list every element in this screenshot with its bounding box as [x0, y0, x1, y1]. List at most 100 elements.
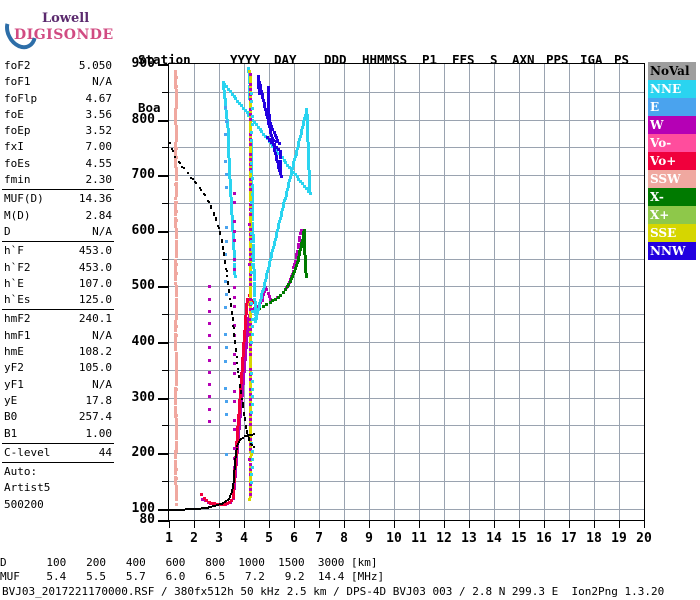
data-point	[237, 414, 240, 417]
legend-item-w[interactable]: W	[648, 116, 696, 134]
data-point	[253, 282, 256, 285]
data-point	[234, 275, 237, 278]
data-point	[267, 95, 270, 98]
data-point	[208, 408, 211, 411]
ionogram-plot[interactable]: 80 100 200 300 400 500 600 700 800 900 1 2 3 4 5 6 7 8 9 10…	[132, 56, 652, 546]
data-point	[303, 243, 306, 246]
data-point	[269, 301, 272, 304]
data-point	[233, 286, 236, 289]
x-axis-tick	[469, 521, 470, 528]
model-curve-point	[241, 398, 243, 400]
model-curve-point	[218, 227, 220, 229]
model-curve-point	[187, 508, 189, 510]
data-point	[306, 131, 309, 134]
data-point	[208, 359, 211, 362]
data-point	[254, 310, 257, 313]
model-curve-point	[217, 504, 219, 506]
data-point	[244, 327, 247, 330]
model-curve-point	[228, 291, 230, 293]
x-axis-label: 18	[586, 531, 602, 546]
data-point	[258, 305, 261, 308]
data-point	[295, 253, 298, 256]
param-key: yE	[4, 393, 18, 407]
data-point	[304, 114, 307, 117]
x-axis-label: 1	[165, 531, 173, 546]
param-value: 107.0	[78, 276, 112, 290]
data-point	[175, 334, 178, 337]
legend-item-vo[interactable]: Vo-	[648, 134, 696, 152]
data-point	[250, 209, 253, 212]
data-point	[251, 248, 254, 251]
data-point	[226, 125, 229, 128]
legend-item-x[interactable]: X-	[648, 188, 696, 206]
data-point	[230, 209, 233, 212]
legend-item-nne[interactable]: NNE	[648, 80, 696, 98]
data-point	[227, 140, 230, 143]
legend-item-sse[interactable]: SSE	[648, 224, 696, 242]
data-point	[251, 191, 254, 194]
data-point	[279, 217, 282, 220]
data-point	[174, 213, 177, 216]
data-point	[270, 134, 273, 137]
data-point	[175, 364, 178, 367]
legend-item-x[interactable]: X+	[648, 206, 696, 224]
data-point	[223, 93, 226, 96]
param-group-divider	[2, 462, 114, 464]
data-point	[175, 383, 178, 386]
data-point	[253, 288, 256, 291]
legend-item-e[interactable]: E	[648, 98, 696, 116]
data-point	[249, 356, 252, 359]
data-point	[249, 430, 252, 433]
ionogram-plot-canvas[interactable]	[169, 64, 644, 520]
legend-item-noval[interactable]: NoVal	[648, 62, 696, 80]
data-point	[249, 362, 252, 365]
model-curve-point	[235, 454, 237, 456]
legend-item-nnw[interactable]: NNW	[648, 242, 696, 260]
model-curve-point	[179, 162, 181, 164]
data-point	[229, 188, 232, 191]
data-point	[253, 269, 256, 272]
data-point	[208, 298, 211, 301]
data-point	[260, 296, 263, 299]
data-point	[248, 223, 251, 226]
data-point	[233, 419, 236, 422]
data-point	[246, 111, 249, 114]
model-curve-point	[210, 506, 212, 508]
data-point	[295, 150, 298, 153]
legend-item-vo[interactable]: Vo+	[648, 152, 696, 170]
model-curve-point	[177, 509, 179, 511]
data-point	[268, 139, 271, 142]
data-point	[293, 270, 296, 273]
x-axis-label: 5	[265, 531, 273, 546]
data-point	[245, 306, 248, 309]
data-point	[175, 301, 178, 304]
data-point	[298, 236, 301, 239]
model-curve-point	[203, 507, 205, 509]
data-point	[241, 388, 244, 391]
data-point	[273, 146, 276, 149]
data-point	[249, 258, 252, 261]
data-point	[253, 291, 256, 294]
data-point	[263, 290, 266, 293]
data-point	[175, 130, 178, 133]
horizontal-gridline	[169, 203, 644, 204]
data-point	[257, 75, 260, 78]
data-point	[275, 146, 278, 149]
data-point	[294, 173, 297, 176]
data-point	[249, 203, 252, 206]
data-point	[249, 168, 252, 171]
legend-item-ssw[interactable]: SSW	[648, 170, 696, 188]
data-point	[297, 141, 300, 144]
data-point	[306, 114, 309, 117]
data-point	[250, 372, 253, 375]
model-curve-point	[231, 313, 233, 315]
data-point	[249, 380, 252, 383]
data-point	[303, 249, 306, 252]
y-axis-minor-tick	[162, 425, 169, 426]
data-point	[296, 147, 299, 150]
y-axis-minor-tick	[162, 92, 169, 93]
data-point	[223, 90, 226, 93]
data-point	[267, 89, 270, 92]
data-point	[253, 294, 256, 297]
data-point	[222, 81, 225, 84]
